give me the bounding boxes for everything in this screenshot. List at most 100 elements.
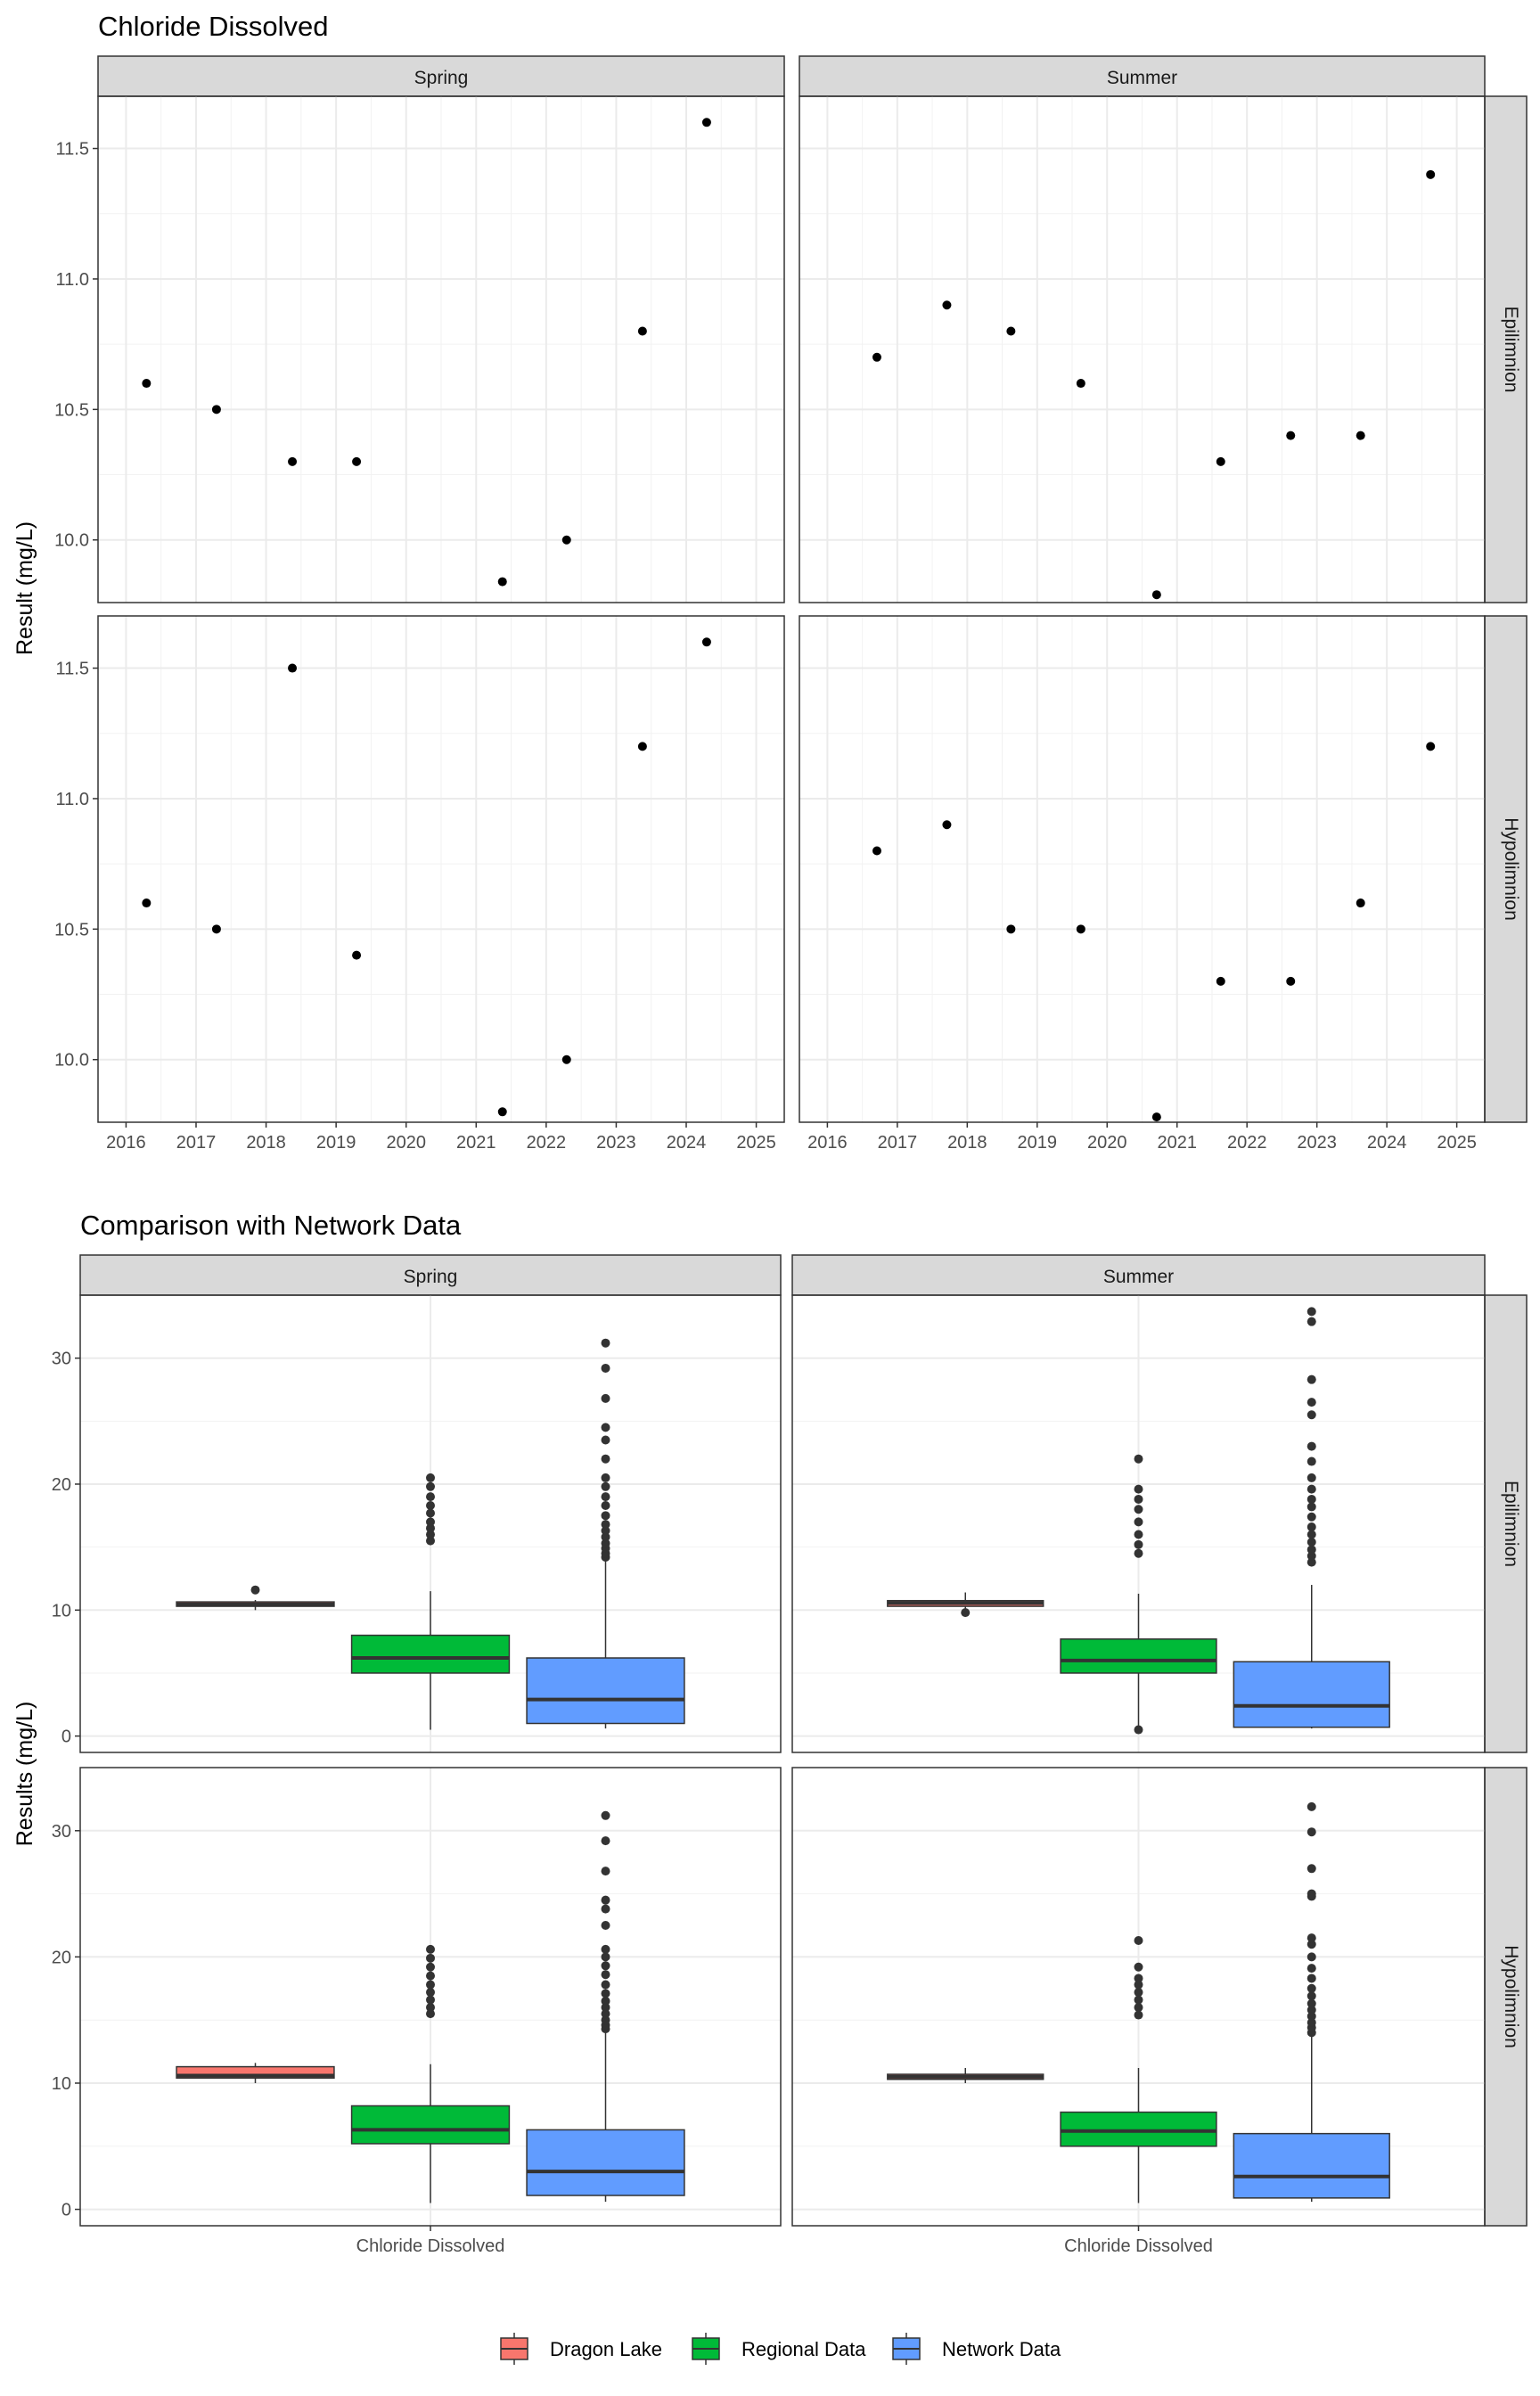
data-point: [142, 898, 152, 908]
data-point: [497, 577, 507, 587]
outlier-point: [1134, 1494, 1143, 1504]
data-point: [211, 405, 221, 414]
boxplot: [1060, 1454, 1217, 1735]
x-tick-label: 2020: [1087, 1133, 1127, 1153]
x-tick-label: 2021: [1157, 1133, 1197, 1153]
panel: 0 10 20 30 Chloride Dissolved: [52, 1767, 782, 2256]
data-point: [561, 535, 571, 545]
x-tick-label: 2025: [736, 1133, 776, 1153]
outlier-point: [426, 1536, 435, 1546]
data-point: [942, 300, 952, 310]
data-point: [288, 456, 298, 466]
data-point: [637, 326, 647, 336]
outlier-point: [601, 2015, 610, 2025]
y-tick-label: 10: [52, 1601, 71, 1621]
outlier-point: [601, 1904, 610, 1914]
data-point: [142, 379, 152, 389]
data-point: [872, 352, 881, 362]
data-point: [1076, 924, 1085, 934]
box: [1060, 1638, 1217, 1674]
outlier-point: [601, 1996, 610, 2006]
y-tick-label: 11.0: [56, 790, 89, 809]
x-tick-label: 2020: [386, 1133, 426, 1153]
y-tick-label: 11.0: [56, 270, 89, 290]
panel-border: [79, 1294, 782, 1753]
y-tick-label: 20: [52, 1475, 71, 1495]
x-tick-label: 2022: [527, 1133, 567, 1153]
outlier-point: [1307, 1940, 1316, 1949]
data-point: [352, 950, 362, 960]
panel: [799, 95, 1486, 603]
facet-label: Epilimnion: [1501, 1481, 1521, 1567]
y-tick-label: 10.0: [54, 1051, 89, 1071]
facet-label: Spring: [404, 1267, 458, 1287]
panel: Chloride Dissolved: [791, 1767, 1486, 2256]
boxplot: [350, 1944, 511, 2203]
x-tick-label: 2018: [947, 1133, 987, 1153]
data-point: [211, 924, 221, 934]
outlier-point: [601, 1338, 610, 1348]
boxplot: [1233, 1801, 1390, 2203]
outlier-point: [1307, 1557, 1316, 1567]
outlier-point: [601, 1501, 610, 1511]
outlier-point: [1134, 1725, 1143, 1735]
x-tick-label: 2019: [316, 1133, 356, 1153]
legend-item: Regional Data: [692, 2333, 866, 2365]
legend-item: Network Data: [892, 2333, 1061, 2365]
outlier-point: [426, 1523, 435, 1533]
outlier-point: [1307, 2011, 1316, 2021]
outlier-point: [1307, 1537, 1316, 1547]
outlier-point: [601, 1532, 610, 1542]
outlier-point: [1307, 1889, 1316, 1899]
outlier-point: [1134, 1995, 1143, 2005]
data-point: [701, 118, 711, 127]
outlier-point: [601, 1867, 610, 1876]
x-tick-label: Chloride Dissolved: [356, 2236, 505, 2256]
outlier-point: [1307, 1952, 1316, 1962]
facet-strip-row: [1484, 95, 1528, 603]
outlier-point: [601, 1473, 610, 1482]
outlier-point: [1134, 1530, 1143, 1539]
boxplot: [887, 1592, 1044, 1618]
x-tick-label: 2016: [106, 1133, 146, 1153]
facet-label: Summer: [1107, 68, 1177, 88]
data-point: [1006, 326, 1016, 336]
x-tick-label: 2017: [176, 1133, 217, 1153]
data-point: [352, 456, 362, 466]
outlier-point: [426, 1481, 435, 1491]
data-point: [1216, 456, 1225, 466]
facet-label: Spring: [414, 68, 469, 88]
box: [350, 2105, 511, 2145]
outlier-point: [601, 1989, 610, 1998]
outlier-point: [1307, 1551, 1316, 1561]
outlier-point: [1307, 1456, 1316, 1466]
facet-strip-row: [1484, 1294, 1528, 1753]
y-tick-label: 30: [52, 1350, 71, 1369]
chart-title: Chloride Dissolved: [98, 11, 328, 42]
outlier-point: [601, 1435, 610, 1445]
panel: 10.0 10.5 11.0 11.5 2016 2017 2018 2019 2020 2021…: [54, 615, 785, 1153]
outlier-point: [1307, 1374, 1316, 1384]
facet-strip-row: [1484, 1767, 1528, 2227]
outlier-point: [601, 1393, 610, 1403]
outlier-point: [601, 1920, 610, 1930]
data-point: [288, 663, 298, 673]
outlier-point: [1134, 1539, 1143, 1549]
panel: [791, 1294, 1486, 1753]
box: [1233, 1661, 1390, 1728]
data-point: [1151, 1112, 1161, 1122]
outlier-point: [426, 1944, 435, 1954]
y-axis-label: Result (mg/L): [12, 521, 37, 655]
data-point: [1151, 590, 1161, 600]
outlier-point: [601, 2009, 610, 2019]
box: [350, 1634, 511, 1674]
outlier-point: [426, 2003, 435, 2013]
outlier-point: [426, 1962, 435, 1972]
outlier-point: [1307, 1545, 1316, 1555]
facet-label: Epilimnion: [1501, 307, 1521, 393]
outlier-point: [1134, 1517, 1143, 1527]
outlier-point: [1307, 1441, 1316, 1451]
outlier-point: [1307, 1512, 1316, 1522]
outlier-point: [1134, 1980, 1143, 1990]
